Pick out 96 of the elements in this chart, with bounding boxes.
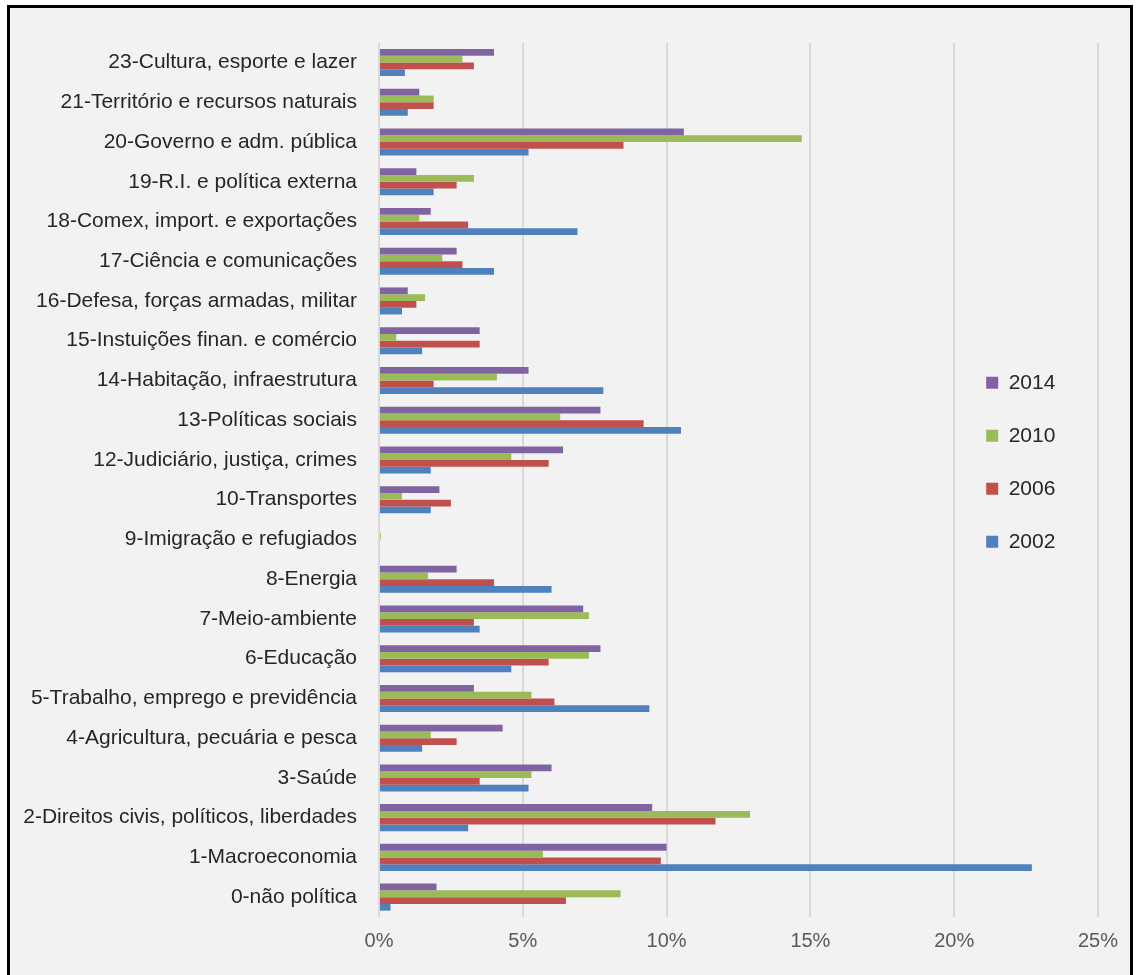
y-tick-label: 14-Habitação, infraestrutura (96, 367, 358, 391)
y-tick-label: 19-R.I. e política externa (128, 168, 358, 192)
y-tick-label: 1-Macroeconomia (188, 844, 358, 868)
y-tick-label: 4-Agricultura, pecuária e pesca (66, 724, 358, 748)
bar (380, 261, 463, 268)
bar (380, 764, 552, 772)
bar (380, 684, 474, 692)
bar (380, 777, 480, 785)
y-tick-label: 20-Governo e adm. pública (103, 128, 358, 152)
bar (380, 645, 601, 652)
bar (380, 102, 434, 109)
bar (380, 651, 589, 659)
bar (380, 665, 512, 673)
bar (380, 810, 750, 818)
bar (380, 135, 802, 142)
bar (380, 420, 644, 427)
x-tick-label: 10% (646, 928, 687, 951)
bar (380, 221, 469, 229)
bar (380, 804, 653, 811)
bar (380, 228, 578, 235)
x-tick-label: 25% (1077, 928, 1119, 951)
x-tick-label: 0% (364, 928, 394, 951)
bar (380, 897, 566, 904)
bar (380, 294, 426, 301)
y-tick-label: 17-Ciência e comunicações (99, 248, 357, 271)
bar (380, 890, 621, 898)
bar (380, 108, 408, 116)
bar (380, 188, 434, 196)
bar (380, 883, 437, 891)
y-tick-label: 2-Direitos civis, políticos, liberdades (23, 804, 357, 828)
bar (380, 453, 512, 460)
y-tick-label: 9-Imigração e refugiados (124, 526, 357, 550)
bar (380, 69, 405, 76)
bar (380, 347, 423, 355)
bar (380, 128, 684, 136)
y-tick-label: 10-Transportes (215, 486, 357, 510)
bar (380, 843, 667, 851)
y-tick-label: 13-Políticas sociais (177, 406, 357, 430)
y-tick-label: 7-Meio-ambiente (199, 605, 357, 629)
bar (380, 387, 604, 394)
y-tick-label: 8-Energia (265, 565, 358, 589)
bar (380, 267, 495, 275)
bar (380, 705, 650, 712)
x-tick-label: 15% (790, 928, 831, 951)
bar (380, 207, 431, 215)
bar (380, 572, 428, 580)
y-tick-label: 5-Trabalho, emprego e previdência (30, 685, 358, 709)
legend-label: 2002 (1008, 528, 1056, 552)
bar (380, 605, 584, 613)
bar (380, 492, 403, 500)
bar (380, 744, 423, 752)
legend-label: 2006 (1008, 475, 1056, 499)
y-tick-label: 6-Educação (244, 645, 357, 669)
bar (380, 446, 564, 454)
bar (380, 300, 417, 308)
bar (380, 731, 431, 739)
y-tick-label: 23-Cultura, esporte e lazer (108, 49, 357, 73)
y-tick-label: 0-não política (230, 883, 358, 907)
bar (380, 168, 417, 175)
bar (380, 771, 532, 778)
bar (380, 287, 408, 295)
bar (380, 579, 495, 586)
bar (380, 857, 661, 865)
bar (380, 903, 391, 911)
legend-label: 2010 (1008, 422, 1056, 446)
bar (380, 141, 624, 149)
y-tick-label: 21-Território e recursos naturais (60, 89, 357, 113)
bar (380, 426, 681, 434)
x-tick-label: 20% (934, 928, 975, 951)
bar (380, 95, 434, 103)
bar (380, 62, 474, 70)
bar (380, 698, 555, 706)
bar (380, 585, 552, 593)
bar (380, 333, 397, 341)
bar (380, 174, 474, 182)
bar (380, 459, 549, 467)
bar (380, 824, 469, 832)
bar (380, 618, 474, 626)
x-tick-label: 5% (508, 928, 538, 951)
bar (380, 486, 440, 493)
bar (380, 254, 443, 262)
bar (380, 48, 495, 56)
legend-label: 2014 (1008, 369, 1056, 393)
y-tick-label: 12-Judiciário, justiça, crimes (93, 446, 357, 470)
y-tick-label: 15-Instuições finan. e comércio (66, 327, 357, 351)
y-tick-label: 3-Saúde (277, 764, 357, 788)
bar (380, 380, 434, 388)
bar (380, 327, 480, 334)
bar (380, 612, 589, 619)
bar (380, 738, 457, 745)
bar (380, 864, 1032, 871)
bar (380, 366, 529, 374)
bar (380, 413, 561, 421)
y-tick-label: 16-Defesa, forças armadas, militar (36, 287, 357, 311)
y-tick-label: 18-Comex, import. e exportações (46, 208, 357, 232)
bar (380, 506, 431, 514)
